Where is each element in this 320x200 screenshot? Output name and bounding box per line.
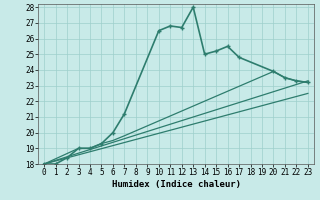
X-axis label: Humidex (Indice chaleur): Humidex (Indice chaleur) — [111, 180, 241, 189]
